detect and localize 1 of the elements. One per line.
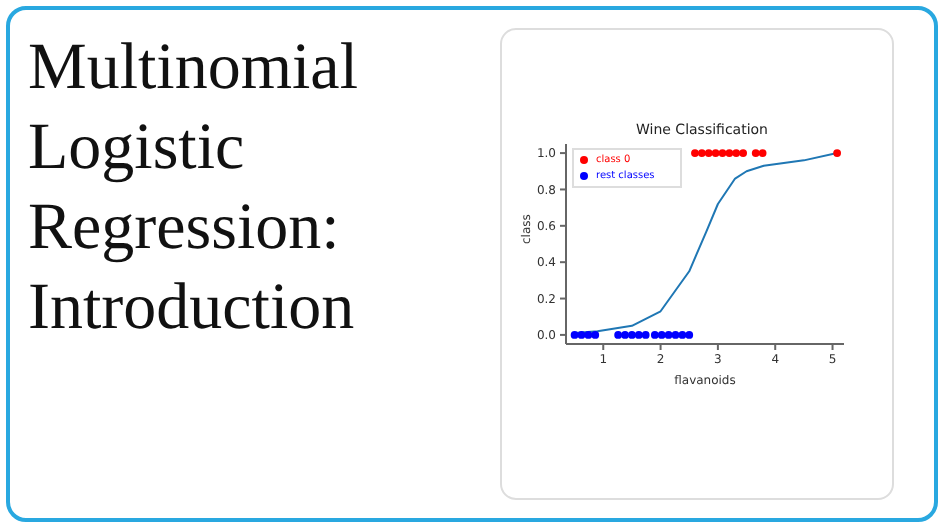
text: Multinomial Logistic Regression: Introduction (28, 30, 360, 348)
